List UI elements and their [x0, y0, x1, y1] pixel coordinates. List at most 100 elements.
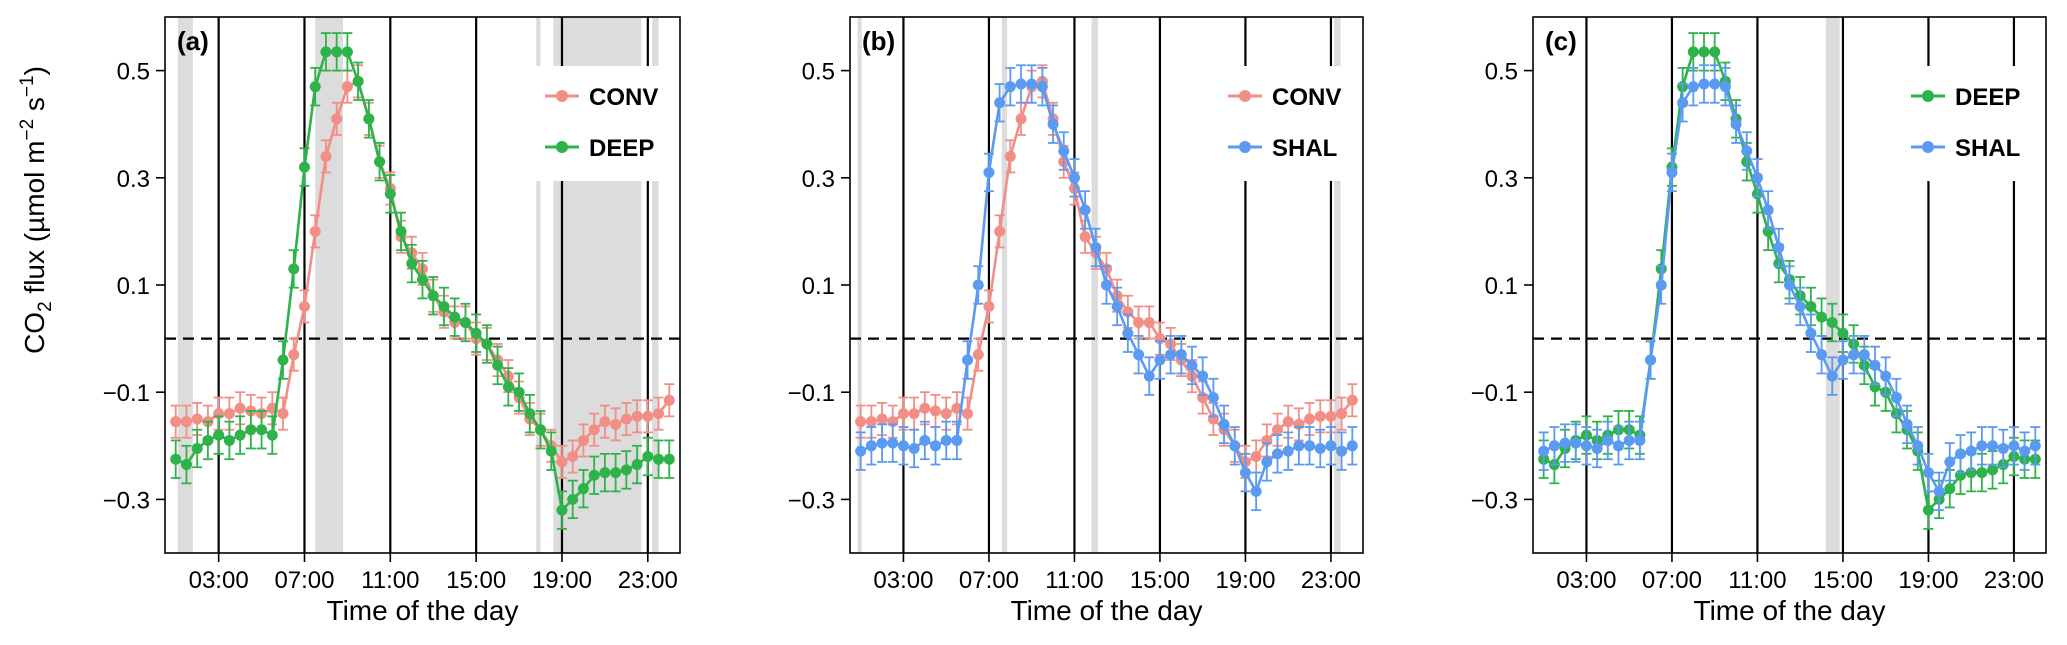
- shaded-band: [1825, 17, 1840, 553]
- data-point: [1004, 81, 1016, 93]
- data-point: [919, 402, 931, 414]
- data-point: [2008, 440, 2020, 452]
- data-point: [983, 166, 995, 178]
- series-shal: [1538, 64, 2041, 512]
- data-point: [298, 300, 310, 312]
- data-point: [1816, 311, 1828, 323]
- data-point: [1293, 440, 1305, 452]
- data-point: [642, 451, 654, 463]
- data-point: [1207, 392, 1219, 404]
- data-point: [556, 456, 568, 468]
- data-point: [223, 408, 235, 420]
- x-tick-label: 15:00: [446, 567, 506, 594]
- data-point: [481, 338, 493, 350]
- data-point: [1218, 418, 1230, 430]
- data-point: [1602, 434, 1614, 446]
- x-tick-label: 23:00: [1301, 567, 1361, 594]
- data-point: [1837, 327, 1849, 339]
- x-tick-label: 03:00: [189, 567, 249, 594]
- data-point: [1944, 483, 1956, 495]
- shaded-band: [536, 17, 541, 553]
- y-tick-label: −0.3: [788, 487, 835, 514]
- data-point: [2029, 440, 2041, 452]
- data-point: [908, 408, 920, 420]
- data-point: [599, 467, 611, 479]
- data-point: [1111, 300, 1123, 312]
- data-point: [940, 434, 952, 446]
- data-point: [223, 434, 235, 446]
- data-point: [352, 75, 364, 87]
- data-point: [1709, 78, 1721, 90]
- data-point: [320, 46, 332, 58]
- data-point: [1698, 78, 1710, 90]
- legend-label: DEEP: [589, 135, 654, 162]
- legend-swatch-marker: [1922, 141, 1934, 153]
- data-point: [1325, 440, 1337, 452]
- data-point: [331, 113, 343, 125]
- panel-c: −0.3 −0.1 0.1 0.3 0.5 03:00 07:00 11:00 15:00 19:…: [1471, 16, 2047, 626]
- data-point: [1346, 394, 1358, 406]
- data-point: [470, 327, 482, 339]
- data-point: [1261, 456, 1273, 468]
- y-tick-label: 0.3: [117, 166, 150, 193]
- data-point: [876, 413, 888, 425]
- data-point: [1826, 317, 1838, 329]
- data-point: [897, 440, 909, 452]
- data-point: [1837, 354, 1849, 366]
- legend-swatch-marker: [556, 141, 568, 153]
- data-point: [1623, 434, 1635, 446]
- data-point: [277, 408, 289, 420]
- x-tick-label: 11:00: [1728, 567, 1786, 594]
- data-point: [438, 300, 450, 312]
- panel-tag: (b): [862, 26, 895, 56]
- data-point: [1336, 445, 1348, 457]
- data-point: [245, 424, 257, 436]
- data-point: [1165, 349, 1177, 361]
- data-point: [1880, 370, 1892, 382]
- data-point: [535, 424, 547, 436]
- x-tick-label: 15:00: [1130, 567, 1190, 594]
- data-point: [213, 429, 225, 441]
- data-point: [1079, 231, 1091, 243]
- data-point: [492, 359, 504, 371]
- data-point: [1869, 359, 1881, 371]
- data-point: [406, 258, 418, 270]
- data-point: [1559, 437, 1571, 449]
- data-point: [1133, 349, 1145, 361]
- x-tick-label: 07:00: [274, 567, 334, 594]
- data-point: [1314, 442, 1326, 454]
- data-point: [341, 46, 353, 58]
- shaded-band: [1334, 17, 1341, 553]
- data-point: [983, 300, 995, 312]
- y-tick-label: −0.3: [103, 487, 150, 514]
- data-point: [930, 405, 941, 417]
- data-point: [1698, 46, 1710, 58]
- legend-swatch-marker: [1239, 141, 1251, 153]
- x-tick-label: 19:00: [1215, 567, 1275, 594]
- data-point: [631, 410, 643, 422]
- data-point: [170, 453, 182, 465]
- data-point: [1922, 467, 1934, 479]
- data-point: [256, 424, 268, 436]
- data-point: [1741, 145, 1753, 157]
- data-point: [524, 408, 536, 420]
- data-point: [1901, 418, 1913, 430]
- data-point: [234, 429, 246, 441]
- data-point: [610, 418, 622, 430]
- data-point: [620, 464, 632, 476]
- x-tick-label: 15:00: [1813, 567, 1873, 594]
- data-point: [1015, 113, 1027, 125]
- data-point: [1912, 440, 1924, 452]
- legend-label: CONV: [589, 84, 658, 111]
- legend-box: [535, 66, 673, 181]
- shaded-band: [1001, 17, 1008, 553]
- x-tick-label: 23:00: [1984, 567, 2044, 594]
- data-point: [865, 440, 877, 452]
- data-point: [1068, 172, 1080, 184]
- panel-a: −0.3 −0.1 0.1 0.3 0.5 03:00 07:00 11:00 15:00 19:…: [103, 16, 681, 626]
- data-point: [180, 416, 192, 428]
- data-point: [363, 113, 375, 125]
- data-point: [1026, 78, 1038, 90]
- data-point: [951, 434, 963, 446]
